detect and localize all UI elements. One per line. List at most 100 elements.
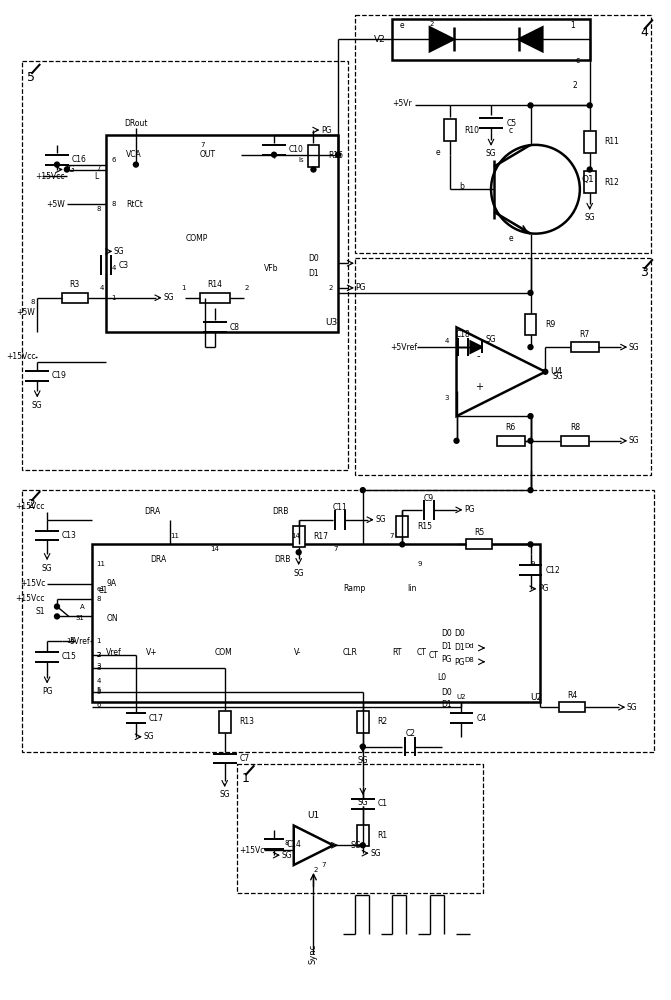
Circle shape	[360, 744, 365, 749]
Text: 3: 3	[640, 266, 648, 279]
Text: C4: C4	[476, 714, 486, 723]
Text: 8: 8	[285, 840, 289, 846]
Text: D8: D8	[464, 657, 474, 663]
Text: e1: e1	[99, 586, 108, 595]
Bar	[236, 764, 483, 893]
Text: C5: C5	[507, 119, 517, 128]
Text: D0: D0	[309, 254, 319, 263]
Text: SG: SG	[370, 849, 381, 858]
Text: A: A	[80, 604, 85, 610]
Text: b: b	[459, 182, 464, 191]
Text: PG: PG	[64, 165, 75, 174]
Text: Dd: Dd	[464, 643, 474, 649]
Text: C15: C15	[62, 652, 76, 661]
Text: R15: R15	[417, 522, 432, 531]
Text: R3: R3	[70, 280, 80, 289]
Text: 7: 7	[333, 546, 338, 552]
Text: 5: 5	[97, 687, 101, 693]
Text: 2: 2	[244, 285, 249, 291]
Text: 5Vref: 5Vref	[69, 637, 89, 646]
Text: C14: C14	[287, 840, 302, 849]
Text: SG: SG	[293, 569, 304, 578]
Bar	[525, 314, 536, 335]
Text: C2: C2	[405, 729, 415, 738]
Text: PG: PG	[42, 687, 52, 696]
Text: ls: ls	[299, 157, 305, 163]
Circle shape	[528, 414, 533, 419]
Text: 9: 9	[531, 561, 535, 567]
Text: C12: C12	[546, 566, 560, 575]
Polygon shape	[470, 341, 482, 353]
Text: R8: R8	[570, 423, 580, 432]
Circle shape	[134, 162, 138, 167]
Text: Iin: Iin	[407, 584, 417, 593]
Text: C19: C19	[52, 371, 67, 380]
Text: SG: SG	[282, 851, 292, 860]
Text: +5W: +5W	[46, 200, 65, 209]
Text: SG: SG	[584, 213, 595, 222]
Text: R6: R6	[506, 423, 516, 432]
Circle shape	[54, 162, 60, 167]
Text: PG: PG	[321, 126, 331, 135]
Text: VCA: VCA	[126, 150, 142, 159]
Text: V+: V+	[146, 648, 158, 657]
Text: e: e	[399, 21, 404, 30]
Text: Q1: Q1	[582, 175, 595, 184]
Bar	[106, 135, 338, 332]
Text: 2: 2	[313, 867, 318, 873]
Text: R17: R17	[313, 532, 329, 541]
Text: OUT: OUT	[200, 150, 216, 159]
Bar	[357, 825, 369, 846]
Text: +5Vr: +5Vr	[393, 99, 412, 108]
Text: +15Vcc: +15Vcc	[15, 594, 45, 603]
Text: L: L	[95, 172, 99, 181]
Text: DRA: DRA	[144, 507, 160, 516]
Text: 7: 7	[97, 165, 101, 171]
Text: Sync: Sync	[309, 943, 318, 964]
Text: RtCt: RtCt	[126, 200, 143, 209]
Text: 4: 4	[640, 26, 648, 39]
Text: D1: D1	[442, 642, 452, 651]
Polygon shape	[519, 27, 542, 51]
Text: +5W: +5W	[17, 308, 36, 317]
Text: R11: R11	[605, 137, 619, 146]
Text: PG: PG	[538, 584, 549, 593]
Text: -: -	[477, 351, 480, 361]
Text: 16: 16	[66, 638, 74, 644]
Circle shape	[272, 152, 276, 157]
Text: +15Vcc: +15Vcc	[15, 502, 45, 511]
Text: U2: U2	[456, 694, 466, 700]
Text: SG: SG	[163, 293, 174, 302]
Text: e1: e1	[97, 586, 105, 592]
Bar	[219, 711, 231, 733]
Text: 9: 9	[417, 561, 421, 567]
Circle shape	[454, 438, 459, 443]
Circle shape	[54, 614, 60, 619]
Text: PG: PG	[442, 655, 452, 664]
Text: Vref: Vref	[106, 648, 122, 657]
Text: PG: PG	[356, 283, 366, 292]
Text: SG: SG	[358, 756, 368, 765]
Text: U2: U2	[531, 693, 543, 702]
Bar	[355, 258, 651, 475]
Text: SG: SG	[358, 798, 368, 807]
Text: V2: V2	[374, 35, 386, 44]
Text: 3: 3	[444, 395, 449, 401]
Text: 4: 4	[111, 265, 115, 271]
Text: +15Vcc: +15Vcc	[6, 352, 36, 361]
Text: SG: SG	[351, 841, 362, 850]
Text: +5Vref: +5Vref	[390, 343, 417, 352]
Text: PG: PG	[464, 505, 474, 514]
Text: e: e	[509, 234, 513, 243]
Text: SG: SG	[629, 436, 639, 445]
Text: 1: 1	[97, 638, 101, 644]
Text: D1: D1	[309, 269, 319, 278]
Text: c: c	[576, 56, 580, 65]
Text: C18: C18	[456, 330, 471, 339]
Text: C13: C13	[62, 531, 76, 540]
Text: 8: 8	[31, 299, 36, 305]
Text: R5: R5	[474, 528, 484, 537]
Circle shape	[296, 550, 301, 555]
Text: C7: C7	[240, 754, 250, 763]
Text: 2: 2	[97, 652, 101, 658]
